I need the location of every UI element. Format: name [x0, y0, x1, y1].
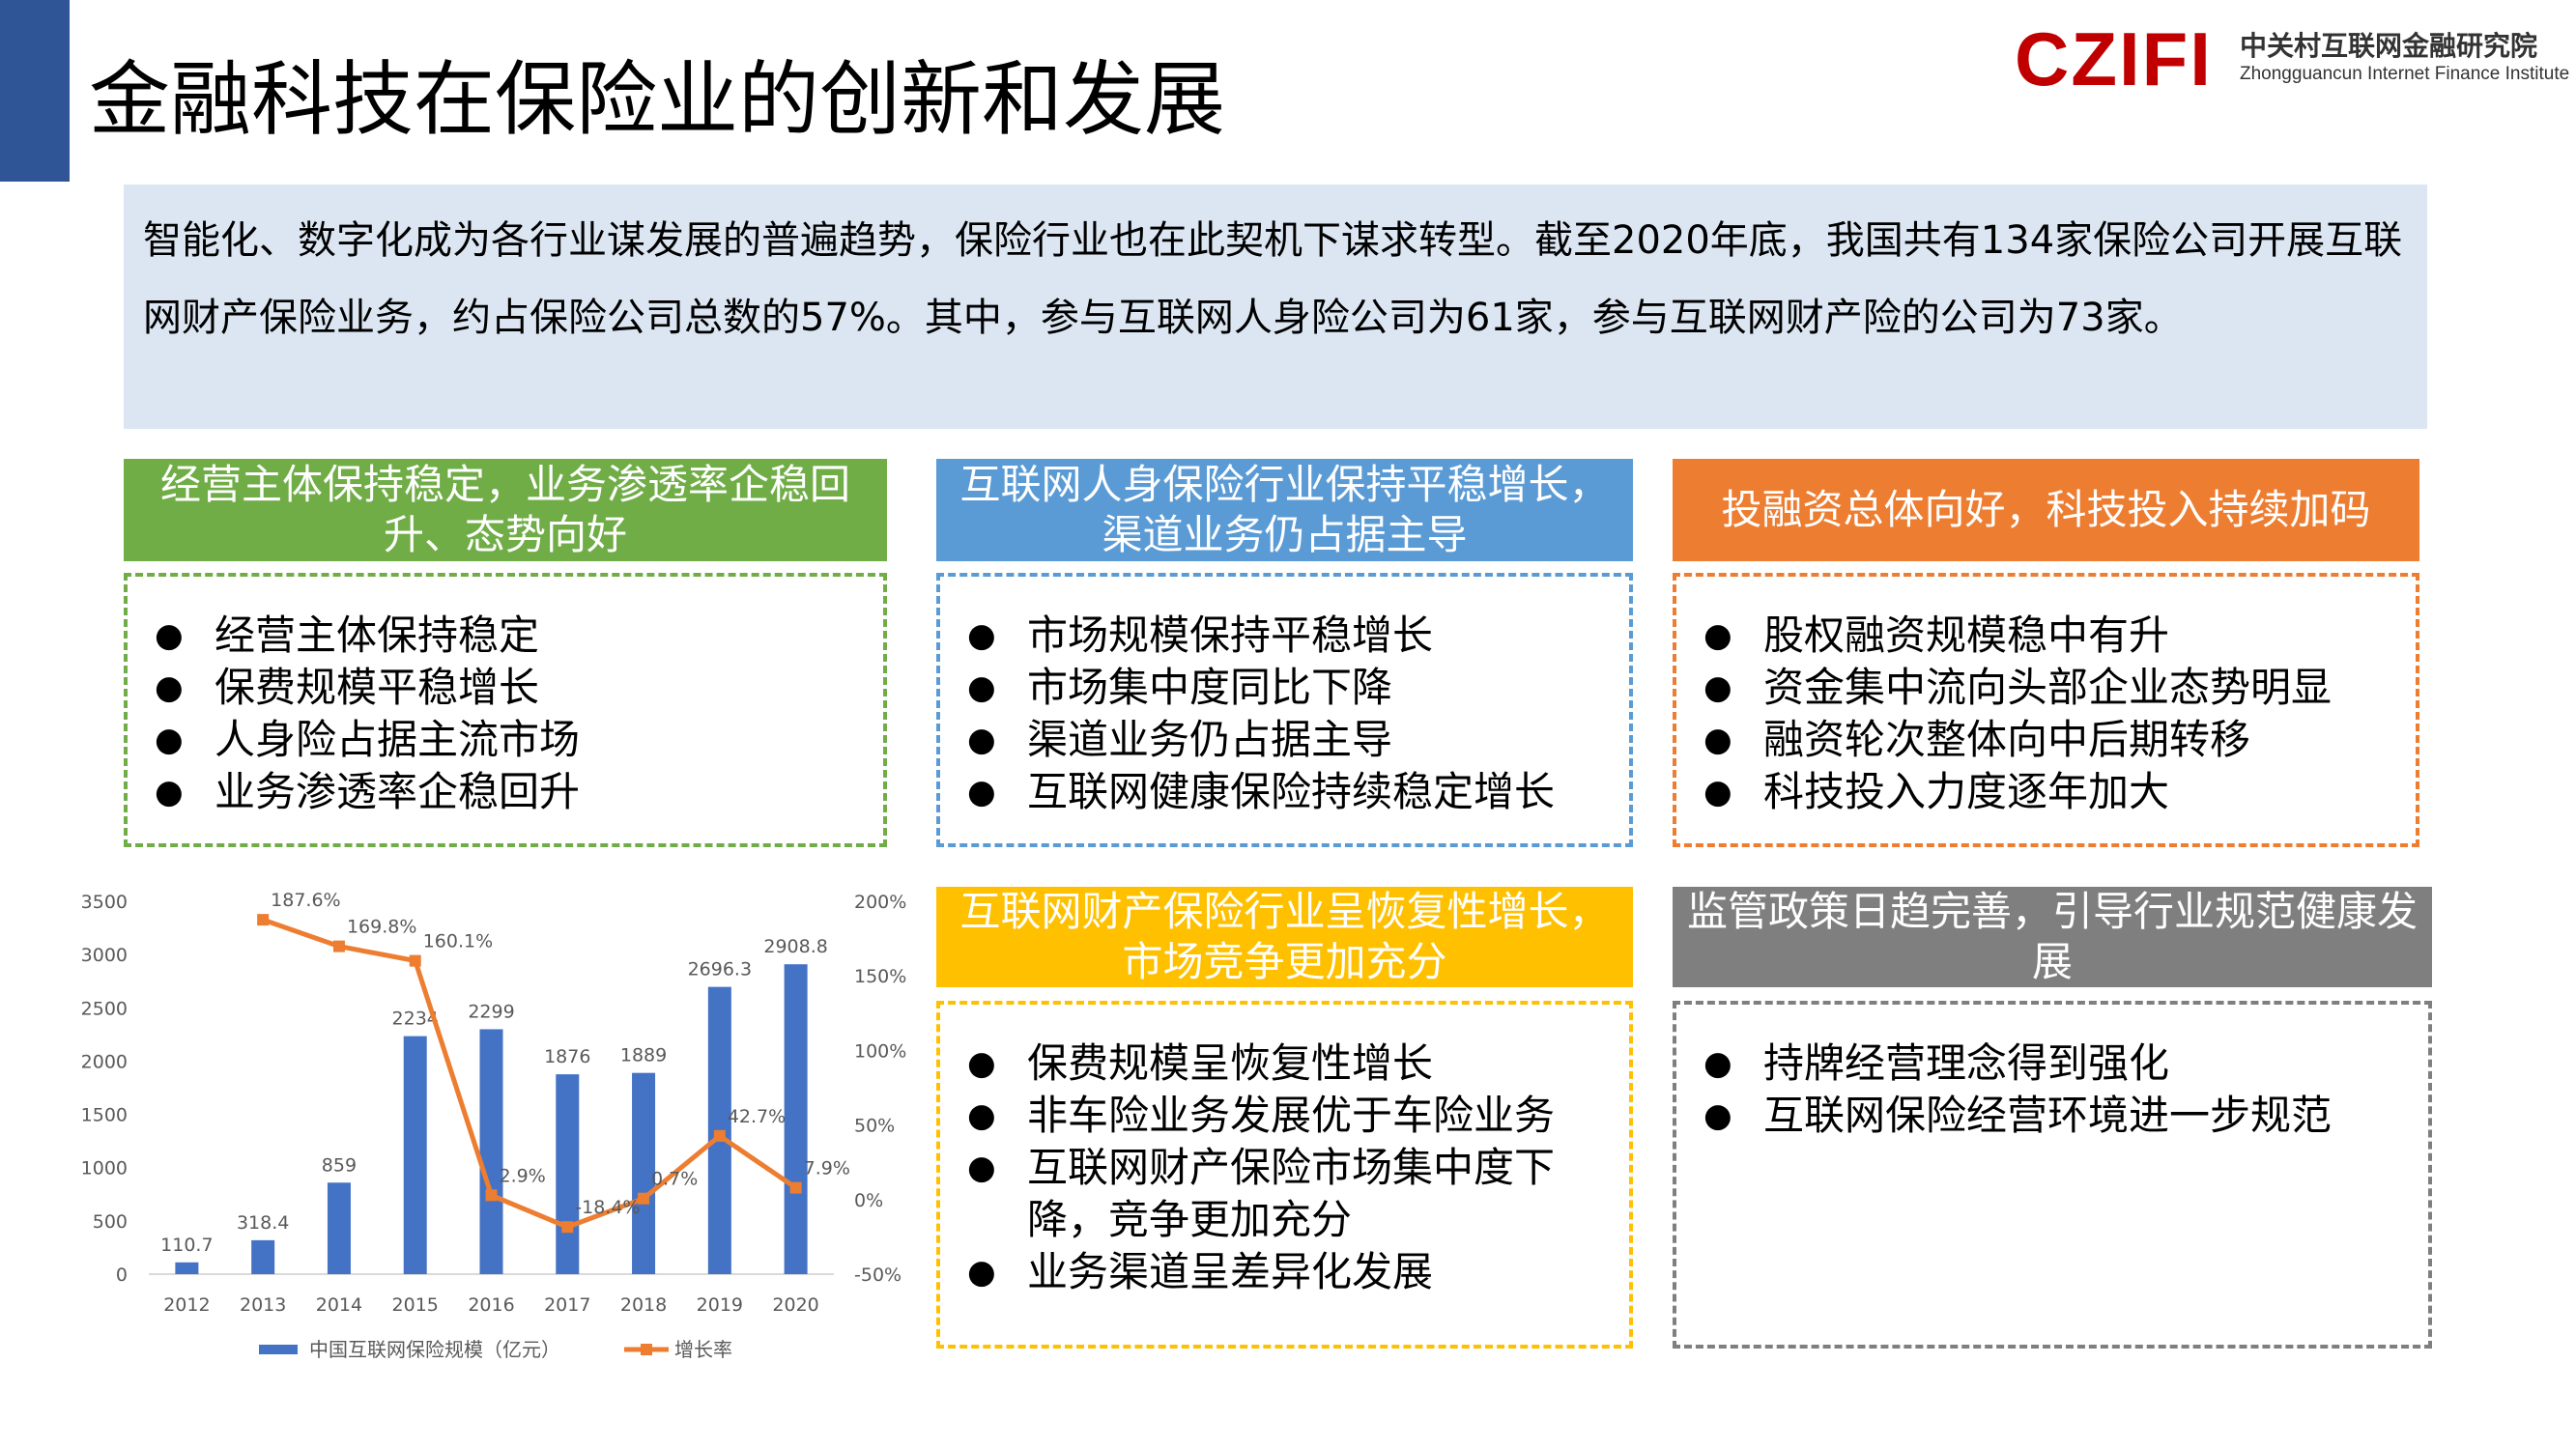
y2-tick-label: 150%	[854, 966, 906, 987]
panel-box: 经营主体保持稳定保费规模平稳增长人身险占据主流市场业务渗透率企稳回升	[124, 573, 887, 847]
y-tick-label: 2000	[81, 1051, 128, 1072]
panel-title: 监管政策日趋完善，引导行业规范健康发展	[1673, 887, 2432, 987]
y-tick-label: 3000	[81, 945, 128, 966]
panel-title: 互联网人身保险行业保持平稳增长，渠道业务仍占据主导	[936, 459, 1633, 561]
growth-label: 0.7%	[651, 1169, 698, 1190]
y2-tick-label: 50%	[854, 1116, 895, 1137]
bar	[175, 1262, 199, 1274]
growth-point	[409, 954, 421, 967]
bar	[784, 964, 808, 1274]
bullet-item: 业务渗透率企稳回升	[155, 766, 864, 818]
logo-name-en: Zhongguancun Internet Finance Institute	[2240, 64, 2570, 84]
x-tick-label: 2017	[544, 1294, 590, 1316]
bullet-item: 非车险业务发展优于车险业务	[967, 1090, 1610, 1142]
growth-point	[332, 940, 345, 952]
bar-label: 1889	[620, 1045, 667, 1066]
bar	[251, 1239, 275, 1274]
growth-label: 42.7%	[728, 1106, 786, 1127]
x-tick-label: 2013	[240, 1294, 286, 1316]
legend-label: 增长率	[674, 1338, 732, 1361]
intro-text: 智能化、数字化成为各行业谋发展的普遍趋势，保险行业也在此契机下谋求转型。截至20…	[124, 185, 2427, 429]
bar-label: 2696.3	[688, 959, 752, 980]
panel-title: 经营主体保持稳定，业务渗透率企稳回升、态势向好	[124, 459, 887, 561]
legend-swatch	[259, 1345, 298, 1354]
bullet-item: 渠道业务仍占据主导	[967, 714, 1610, 766]
x-tick-label: 2016	[468, 1294, 514, 1316]
growth-label: 7.9%	[804, 1158, 850, 1179]
growth-label: 2.9%	[500, 1165, 546, 1186]
panel-box: 股权融资规模稳中有升资金集中流向头部企业态势明显融资轮次整体向中后期转移科技投入…	[1673, 573, 2419, 847]
bullet-item: 持牌经营理念得到强化	[1703, 1037, 2409, 1090]
bullet-item: 保费规模平稳增长	[155, 662, 864, 714]
bar	[556, 1074, 580, 1274]
bullet-item: 人身险占据主流市场	[155, 714, 864, 766]
bullet-item: 市场集中度同比下降	[967, 662, 1610, 714]
bullet-item: 融资轮次整体向中后期转移	[1703, 714, 2396, 766]
growth-point	[257, 914, 270, 926]
growth-point	[713, 1129, 726, 1142]
y2-tick-label: -50%	[854, 1264, 902, 1286]
x-tick-label: 2014	[316, 1294, 362, 1316]
growth-label: 187.6%	[271, 890, 340, 911]
growth-point	[789, 1181, 802, 1194]
bar-label: 2299	[468, 1001, 514, 1022]
x-tick-label: 2019	[697, 1294, 743, 1316]
slide-title: 金融科技在保险业的创新和发展	[89, 52, 1226, 147]
logo-name: 中关村互联网金融研究院	[2240, 30, 2538, 62]
x-tick-label: 2020	[772, 1294, 818, 1316]
legend-label: 中国互联网保险规模（亿元）	[309, 1338, 560, 1361]
panel-box: 市场规模保持平稳增长市场集中度同比下降渠道业务仍占据主导互联网健康保险持续稳定增…	[936, 573, 1633, 847]
chart: 0 500 1000 1500 2000 2500 3000 3500 -50% 0% 50% 100…	[81, 890, 907, 1361]
bar	[479, 1029, 503, 1274]
legend-swatch	[641, 1344, 652, 1355]
growth-label: -18.4%	[575, 1197, 640, 1218]
bullet-item: 互联网健康保险持续稳定增长	[967, 766, 1610, 818]
growth-label: 169.8%	[347, 917, 416, 938]
y2-tick-label: 200%	[854, 892, 906, 913]
y2-tick-label: 0%	[854, 1190, 883, 1211]
bullet-item: 互联网财产保险市场集中度下降，竞争更加充分	[967, 1142, 1610, 1246]
bullet-item: 股权融资规模稳中有升	[1703, 610, 2396, 662]
growth-point	[485, 1189, 498, 1202]
bar	[403, 1036, 427, 1274]
y2-tick-label: 100%	[854, 1040, 906, 1062]
growth-line	[262, 917, 798, 1230]
y-tick-label: 500	[93, 1211, 128, 1233]
bar-label: 2234	[392, 1009, 439, 1030]
x-tick-label: 2018	[620, 1294, 667, 1316]
bullet-item: 业务渠道呈差异化发展	[967, 1246, 1610, 1298]
bar-label: 318.4	[237, 1212, 289, 1234]
panel-title: 互联网财产保险行业呈恢复性增长，市场竞争更加充分	[936, 887, 1633, 987]
bar	[327, 1182, 351, 1274]
growth-point	[561, 1221, 574, 1234]
growth-label: 160.1%	[423, 931, 493, 952]
y-tick-label: 0	[116, 1264, 128, 1286]
growth-point	[638, 1192, 650, 1205]
y-tick-label: 1000	[81, 1158, 128, 1179]
y-tick-label: 1500	[81, 1105, 128, 1126]
panel-title: 投融资总体向好，科技投入持续加码	[1673, 459, 2419, 561]
x-tick-label: 2012	[163, 1294, 210, 1316]
bullet-item: 保费规模呈恢复性增长	[967, 1037, 1610, 1090]
bar-label: 2908.8	[763, 936, 827, 957]
panel-box: 持牌经营理念得到强化互联网保险经营环境进一步规范	[1673, 1001, 2432, 1349]
bar-label: 1876	[544, 1046, 590, 1067]
bullet-item: 市场规模保持平稳增长	[967, 610, 1610, 662]
panel-box: 保费规模呈恢复性增长非车险业务发展优于车险业务互联网财产保险市场集中度下降，竞争…	[936, 1001, 1633, 1349]
y-tick-label: 2500	[81, 998, 128, 1019]
bullet-item: 资金集中流向头部企业态势明显	[1703, 662, 2396, 714]
x-tick-label: 2015	[392, 1294, 439, 1316]
y-tick-label: 3500	[81, 892, 128, 913]
bar	[632, 1072, 656, 1274]
bar-label: 859	[322, 1154, 357, 1176]
bullet-item: 互联网保险经营环境进一步规范	[1703, 1090, 2409, 1142]
bullet-item: 经营主体保持稳定	[155, 610, 864, 662]
accent-bar	[0, 0, 70, 182]
logo-mark: CZIFI	[2015, 16, 2213, 101]
bullet-item: 科技投入力度逐年加大	[1703, 766, 2396, 818]
bar-label: 110.7	[160, 1235, 213, 1256]
